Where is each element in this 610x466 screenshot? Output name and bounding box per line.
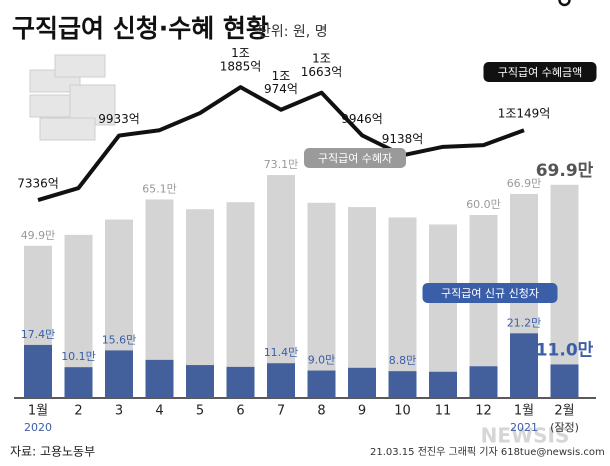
- value-label: 15.6만: [102, 333, 137, 346]
- value-label: 10.1만: [61, 350, 96, 363]
- value-label: 7336억: [17, 177, 59, 191]
- series-callout-box: [422, 283, 558, 303]
- value-label: 60.0만: [466, 198, 501, 211]
- value-label: 9138억: [382, 132, 424, 146]
- value-label: 73.1만: [264, 158, 299, 171]
- value-label: 17.4만: [21, 328, 56, 341]
- x-tick-label: 2월: [554, 404, 574, 419]
- x-tick-label: 6: [236, 404, 244, 419]
- x-tick-label: 10: [394, 404, 411, 419]
- chart-title: 구직급여 신청·수혜 현황: [12, 14, 269, 43]
- value-label: 1조 1663억: [301, 51, 343, 78]
- recipient-bar: [226, 202, 255, 398]
- x-tick-label: 3: [115, 404, 123, 419]
- source: 자료: 고용노동부: [10, 445, 95, 459]
- applicant-bar: [469, 366, 498, 398]
- value-label: 11.0만: [536, 340, 594, 360]
- applicant-bar: [550, 364, 579, 398]
- x-tick-label: 5: [196, 404, 204, 419]
- value-label: 21.2만: [507, 316, 542, 329]
- applicant-bar: [510, 333, 538, 398]
- value-label: 69.9만: [536, 161, 594, 181]
- applicant-bar: [105, 350, 133, 398]
- applicant-bar: [145, 359, 174, 398]
- watermark: NEWSIS: [481, 424, 570, 448]
- value-label: 1조 974억: [264, 68, 298, 95]
- series-callout-box: [483, 62, 597, 82]
- applicant-bar: [429, 371, 457, 398]
- series-callout-box: [304, 148, 406, 168]
- x-tick-sublabel: 2020: [24, 421, 52, 434]
- recipient-bar: [429, 224, 457, 398]
- amount-line: [37, 85, 525, 202]
- applicant-bar: [186, 365, 214, 398]
- unit-note: 단위: 원, 명: [258, 24, 328, 40]
- value-label: 9933억: [98, 112, 140, 126]
- line-end-marker: [558, 0, 571, 7]
- money-illustration: [29, 54, 116, 141]
- recipient-bar: [348, 207, 376, 398]
- value-label: 9.0만: [308, 354, 336, 367]
- value-label: 1조 1885억: [220, 46, 262, 73]
- applicant-bar: [24, 344, 52, 398]
- legend-label: 구직급여 수혜금액: [498, 66, 582, 79]
- x-tick-sublabel: (잠정): [550, 421, 579, 434]
- recipient-bar: [267, 175, 295, 398]
- x-tick-label: 9: [358, 404, 366, 419]
- x-tick-label: 11: [435, 404, 452, 419]
- x-tick-label: 1월: [28, 404, 48, 419]
- value-label: 11.4만: [264, 346, 299, 359]
- value-label: 9946억: [341, 112, 383, 126]
- applicant-bar: [307, 370, 336, 398]
- x-tick-label: 4: [155, 404, 163, 419]
- applicant-bar: [348, 367, 376, 398]
- value-label: 66.9만: [507, 177, 542, 190]
- applicant-bar: [388, 371, 417, 398]
- value-label: 65.1만: [142, 182, 177, 195]
- x-tick-label: 1월: [514, 404, 534, 419]
- recipient-bar: [388, 217, 417, 398]
- applicant-bar: [226, 366, 255, 398]
- applicant-bar: [267, 363, 295, 398]
- applicant-bar: [64, 367, 93, 398]
- x-tick-label: 7: [277, 404, 285, 419]
- legend-label: 구직급여 수혜자: [318, 152, 392, 165]
- legend-label: 구직급여 신규 신청자: [441, 287, 539, 300]
- x-tick-label: 2: [74, 404, 82, 419]
- value-label: 49.9만: [21, 229, 56, 242]
- x-tick-label: 12: [475, 404, 492, 419]
- recipient-bar: [307, 202, 336, 398]
- value-label: 1조149억: [498, 107, 551, 121]
- value-label: 8.8만: [389, 354, 417, 367]
- x-tick-sublabel: 2021: [510, 421, 538, 434]
- x-tick-label: 8: [317, 404, 325, 419]
- credit: 21.03.15 전진우 그래픽 기자 618tue@newsis.com: [370, 446, 605, 458]
